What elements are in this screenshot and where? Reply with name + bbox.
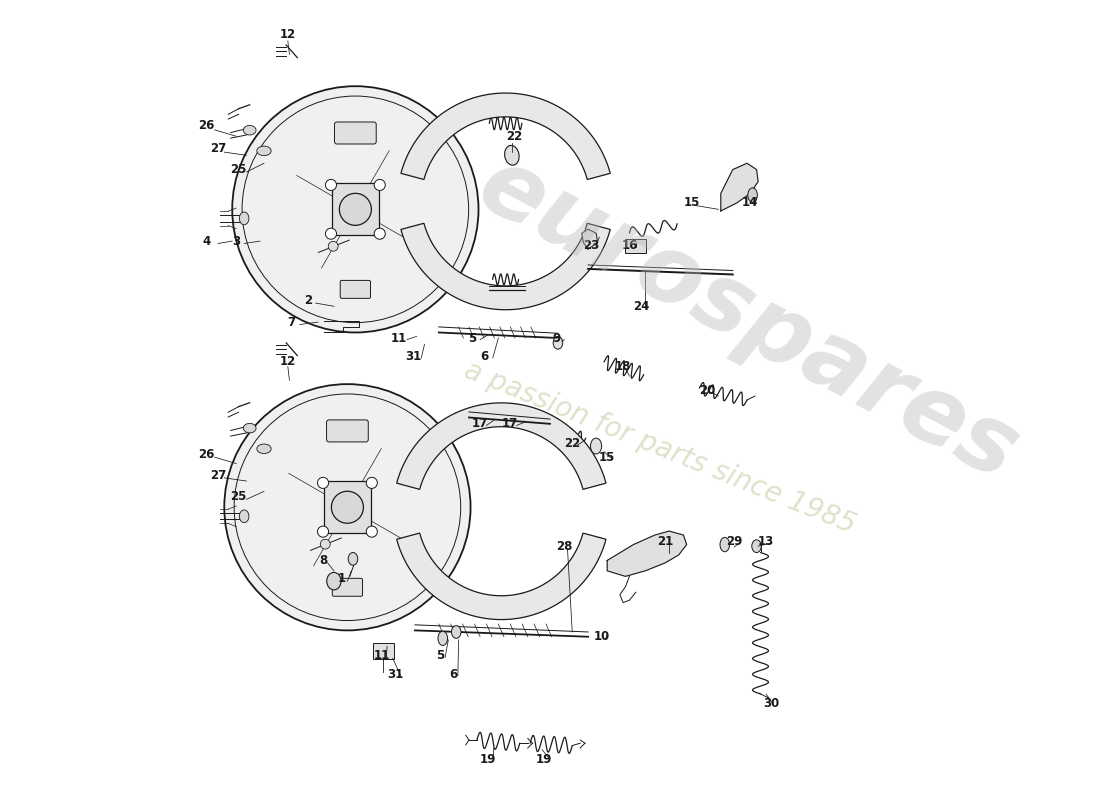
- Text: a passion for parts since 1985: a passion for parts since 1985: [460, 357, 860, 539]
- Text: 14: 14: [742, 197, 758, 210]
- Text: 19: 19: [536, 753, 552, 766]
- Text: eurospares: eurospares: [463, 139, 1033, 501]
- Circle shape: [320, 539, 330, 549]
- Polygon shape: [720, 163, 758, 211]
- Text: 4: 4: [202, 234, 211, 248]
- Text: 8: 8: [319, 554, 328, 567]
- Text: 3: 3: [232, 234, 240, 248]
- Text: 12: 12: [279, 355, 296, 368]
- Circle shape: [328, 242, 338, 251]
- Text: 27: 27: [210, 142, 225, 155]
- Polygon shape: [397, 403, 606, 490]
- Circle shape: [331, 491, 363, 523]
- Ellipse shape: [257, 444, 272, 454]
- FancyBboxPatch shape: [324, 482, 371, 533]
- Text: 15: 15: [683, 197, 700, 210]
- Text: 18: 18: [615, 360, 631, 373]
- FancyBboxPatch shape: [373, 643, 394, 659]
- Text: 28: 28: [557, 541, 572, 554]
- Text: 12: 12: [279, 28, 296, 41]
- Ellipse shape: [451, 626, 461, 638]
- Polygon shape: [400, 223, 610, 310]
- Text: 26: 26: [199, 119, 214, 133]
- Ellipse shape: [243, 126, 256, 135]
- Text: 1: 1: [338, 572, 345, 586]
- Text: 26: 26: [199, 447, 214, 461]
- FancyBboxPatch shape: [332, 578, 363, 596]
- Text: 31: 31: [387, 667, 404, 681]
- Circle shape: [326, 228, 337, 239]
- Circle shape: [326, 179, 337, 190]
- Circle shape: [340, 194, 372, 226]
- Ellipse shape: [438, 631, 448, 646]
- Polygon shape: [582, 229, 597, 249]
- Polygon shape: [400, 93, 610, 179]
- Ellipse shape: [257, 146, 272, 156]
- Ellipse shape: [720, 538, 729, 552]
- Ellipse shape: [751, 540, 761, 553]
- Text: 16: 16: [621, 238, 638, 251]
- Text: 25: 25: [230, 163, 246, 176]
- Circle shape: [374, 228, 385, 239]
- Text: 22: 22: [564, 437, 581, 450]
- FancyBboxPatch shape: [340, 280, 371, 298]
- Text: 23: 23: [583, 238, 600, 251]
- FancyBboxPatch shape: [334, 122, 376, 144]
- FancyBboxPatch shape: [327, 420, 368, 442]
- FancyBboxPatch shape: [626, 238, 646, 253]
- Text: 17: 17: [503, 418, 518, 430]
- FancyBboxPatch shape: [332, 183, 378, 235]
- Circle shape: [366, 526, 377, 537]
- Text: 29: 29: [726, 535, 742, 548]
- Circle shape: [318, 526, 329, 537]
- Text: 5: 5: [468, 331, 476, 345]
- Ellipse shape: [748, 188, 757, 202]
- Circle shape: [224, 384, 471, 630]
- Ellipse shape: [327, 572, 341, 590]
- Text: 9: 9: [552, 331, 561, 345]
- Ellipse shape: [553, 337, 563, 349]
- Text: 6: 6: [481, 350, 490, 363]
- Text: 6: 6: [449, 667, 458, 681]
- Circle shape: [318, 478, 329, 489]
- Ellipse shape: [243, 423, 256, 433]
- Text: 22: 22: [506, 130, 522, 142]
- Circle shape: [232, 86, 478, 333]
- Text: 19: 19: [480, 753, 496, 766]
- Text: 30: 30: [762, 697, 779, 710]
- Polygon shape: [607, 531, 686, 576]
- Polygon shape: [397, 533, 606, 619]
- Text: 11: 11: [390, 331, 407, 345]
- Text: 24: 24: [634, 300, 649, 313]
- Text: 17: 17: [472, 418, 488, 430]
- Ellipse shape: [591, 438, 602, 454]
- Text: 21: 21: [657, 535, 673, 548]
- Text: 13: 13: [758, 535, 774, 548]
- Text: 15: 15: [600, 450, 615, 464]
- Text: 25: 25: [230, 490, 246, 503]
- Text: 5: 5: [437, 650, 444, 662]
- Text: 27: 27: [210, 469, 225, 482]
- Ellipse shape: [349, 553, 358, 566]
- Circle shape: [374, 179, 385, 190]
- Text: 7: 7: [288, 316, 296, 329]
- Text: 10: 10: [594, 630, 609, 643]
- Ellipse shape: [240, 212, 249, 225]
- Ellipse shape: [505, 146, 519, 165]
- Text: 2: 2: [304, 294, 311, 307]
- Ellipse shape: [240, 510, 249, 522]
- Text: 20: 20: [700, 384, 715, 397]
- Text: 11: 11: [374, 650, 389, 662]
- Text: 31: 31: [405, 350, 421, 363]
- Circle shape: [366, 478, 377, 489]
